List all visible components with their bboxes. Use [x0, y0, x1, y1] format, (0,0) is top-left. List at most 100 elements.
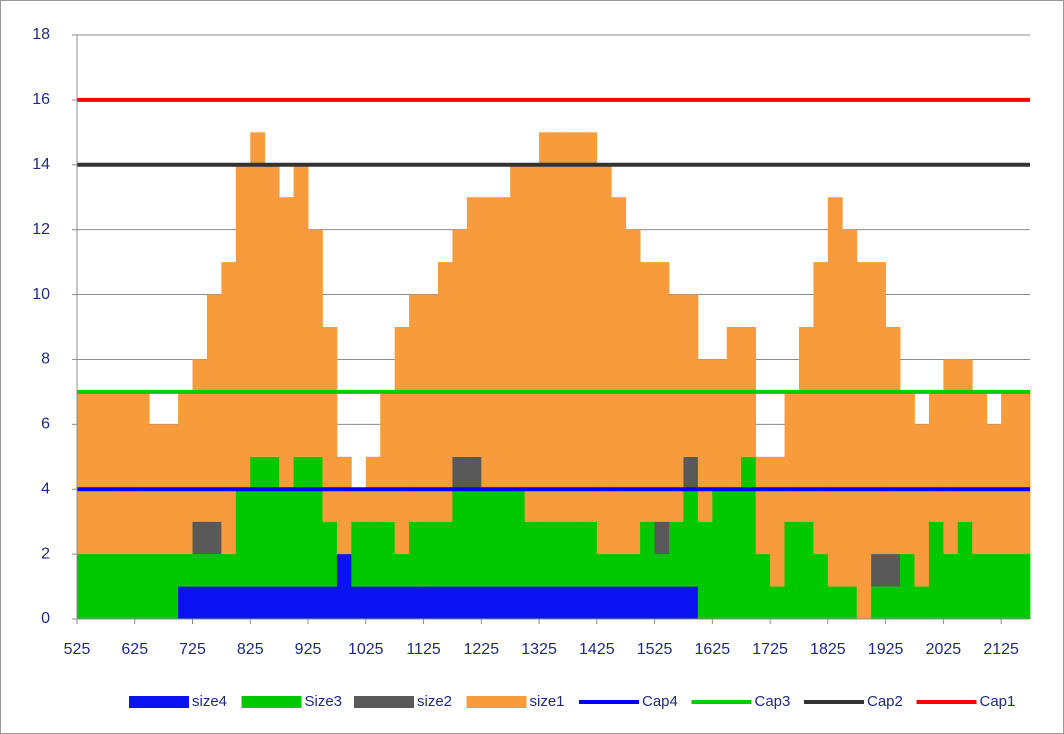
area-step [827, 586, 843, 619]
area-step [972, 554, 988, 619]
area-step [539, 132, 554, 522]
area-step [582, 521, 598, 587]
area-step [582, 586, 598, 619]
area-step [308, 229, 323, 457]
x-tick-label: 1925 [868, 641, 904, 658]
area-step [105, 554, 121, 619]
area-step [322, 586, 338, 619]
area-step [409, 521, 424, 587]
area-step [784, 521, 800, 619]
area-step [654, 586, 670, 619]
area-step [466, 456, 482, 490]
area-step [221, 554, 237, 587]
area-step [423, 294, 439, 522]
legend-label: Cap2 [867, 693, 903, 710]
area-step [279, 197, 294, 490]
area-step [582, 132, 598, 522]
area-step [972, 391, 988, 555]
area-step [1015, 391, 1031, 555]
area-step [697, 521, 713, 619]
area-step [928, 521, 944, 619]
area-step [928, 391, 944, 522]
area-step [105, 391, 121, 555]
area-step [697, 359, 713, 522]
area-step [437, 586, 453, 619]
area-step [524, 586, 540, 619]
area-step [842, 586, 858, 619]
area-step [669, 586, 684, 619]
area-step [986, 554, 1002, 619]
area-step [264, 456, 280, 587]
y-tick-label: 8 [41, 351, 50, 368]
area-step [669, 521, 684, 587]
area-step [437, 521, 453, 587]
area-step [394, 586, 410, 619]
area-step [293, 586, 309, 619]
area-step [914, 586, 930, 619]
area-step [900, 554, 915, 619]
legend-swatch [354, 696, 414, 708]
area-step [567, 521, 583, 587]
y-tick-label: 12 [32, 221, 50, 238]
area-step [900, 391, 915, 555]
area-step [120, 391, 136, 555]
area-step [77, 554, 92, 619]
area-step [308, 586, 323, 619]
area-step [452, 489, 468, 587]
area-step [885, 586, 901, 619]
area-step [466, 586, 482, 619]
area-step [524, 164, 540, 522]
area-step [871, 586, 887, 619]
area-step [466, 197, 482, 457]
legend-label: size1 [530, 693, 565, 710]
plot-area: 0 2 4 6 8 10 12 14 16 18 525 625 725 825 925 1025 1125 12… [32, 26, 1031, 658]
area-step [669, 294, 684, 522]
x-tick-label: 925 [295, 641, 322, 658]
area-step [235, 586, 251, 619]
area-step [510, 164, 526, 490]
area-step [755, 554, 771, 619]
area-step [683, 489, 699, 587]
area-step [596, 586, 612, 619]
x-tick-label: 1825 [810, 641, 846, 658]
area-step [914, 424, 930, 587]
area-step [394, 554, 410, 587]
legend-label: size2 [417, 693, 452, 710]
area-step [351, 489, 367, 522]
area-step [885, 327, 901, 555]
area-step [481, 489, 497, 587]
area-step [149, 554, 165, 619]
area-step [596, 554, 612, 587]
area-step [206, 586, 222, 619]
area-step [178, 554, 193, 587]
area-step [611, 554, 627, 587]
area-step [683, 294, 699, 457]
x-tick-label: 2025 [926, 641, 962, 658]
area-step [250, 132, 266, 457]
area-step [885, 554, 901, 587]
area-step [553, 132, 569, 522]
area-step [351, 521, 367, 587]
area-step [770, 586, 785, 619]
area-step [394, 327, 410, 555]
area-step [856, 262, 872, 619]
area-step [250, 456, 266, 587]
area-step [235, 489, 251, 587]
area-step [279, 489, 294, 587]
area-step [221, 586, 237, 619]
area-step [943, 554, 959, 619]
area-step [640, 586, 655, 619]
area-step [192, 359, 208, 522]
area-step [409, 294, 424, 522]
area-step [365, 586, 381, 619]
area-step [871, 262, 887, 555]
area-step [264, 586, 280, 619]
x-tick-label: 1225 [464, 641, 500, 658]
x-tick-label: 1625 [695, 641, 731, 658]
area-step [539, 521, 554, 587]
area-step [134, 554, 150, 619]
area-step [481, 197, 497, 490]
area-step [322, 521, 338, 587]
legend-label: Cap4 [642, 693, 678, 710]
x-tick-label: 1125 [406, 641, 441, 658]
